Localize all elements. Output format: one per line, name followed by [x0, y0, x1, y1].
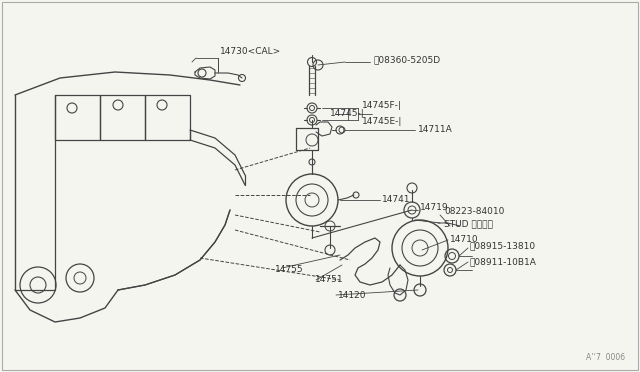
Text: 14719: 14719 [420, 202, 449, 212]
Text: Ⓝ08360-5205D: Ⓝ08360-5205D [373, 55, 440, 64]
Text: 14711A: 14711A [418, 125, 452, 135]
Text: A’‘7  0006: A’‘7 0006 [586, 353, 625, 362]
Text: 14710: 14710 [450, 235, 479, 244]
Text: 08223-84010: 08223-84010 [444, 208, 504, 217]
Text: 14741: 14741 [382, 196, 410, 205]
Text: 14730<CAL>: 14730<CAL> [220, 48, 281, 57]
Text: 14745-|: 14745-| [330, 109, 365, 119]
Text: ⓝ08911-10B1A: ⓝ08911-10B1A [470, 257, 537, 266]
Text: 14120: 14120 [338, 291, 367, 299]
Text: STUD スタッド: STUD スタッド [444, 219, 493, 228]
Text: 14745E-|: 14745E-| [362, 118, 403, 126]
Text: 14755: 14755 [275, 266, 303, 275]
Text: 14745F-|: 14745F-| [362, 100, 402, 109]
Text: 14751: 14751 [315, 276, 344, 285]
Text: ⓖ08915-13810: ⓖ08915-13810 [470, 241, 536, 250]
